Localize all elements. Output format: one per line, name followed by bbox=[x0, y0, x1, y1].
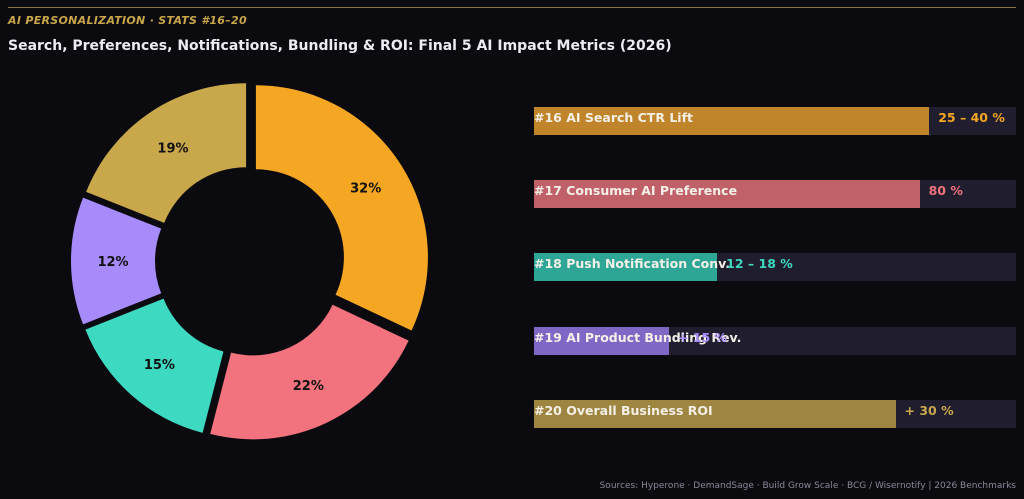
donut-slice bbox=[255, 85, 428, 331]
bar-fill bbox=[534, 326, 669, 355]
bar-label: #17 Consumer AI Preference bbox=[534, 183, 738, 199]
donut-chart: 32% 22% 15% 12% 19% bbox=[71, 83, 428, 440]
kicker-label: AI PERSONALIZATION · STATS #16–20 bbox=[8, 14, 247, 27]
bar-track: #20 Overall Business ROI + 30 % bbox=[534, 399, 1016, 428]
bar-value: 12 – 18 % bbox=[726, 256, 793, 272]
header-rule bbox=[8, 7, 1016, 8]
bar-fill bbox=[534, 180, 920, 209]
slice-label: 19% bbox=[157, 142, 188, 157]
bar-label: #16 AI Search CTR Lift bbox=[534, 110, 693, 125]
bar-track: #17 Consumer AI Preference 80 % bbox=[534, 180, 1016, 209]
bar-value: 25 – 40 % bbox=[938, 110, 1005, 125]
bar-value: + 15 % bbox=[677, 329, 728, 345]
slice-label: 12% bbox=[97, 255, 128, 270]
bar-value: + 30 % bbox=[904, 402, 954, 418]
slice-label: 15% bbox=[144, 358, 175, 373]
donut-slice bbox=[210, 304, 409, 440]
bar-fill bbox=[534, 399, 896, 428]
bar-value: 80 % bbox=[928, 183, 963, 199]
bar-fill bbox=[534, 253, 718, 282]
bar-track: #18 Push Notification Conv. 12 – 18 % bbox=[534, 253, 1016, 282]
donut-slice bbox=[86, 83, 247, 223]
bar-track: #16 AI Search CTR Lift 25 – 40 % bbox=[534, 107, 1016, 135]
sources-note: Sources: Hyperone · DemandSage · Build G… bbox=[599, 481, 1016, 491]
donut-slice bbox=[71, 197, 162, 325]
bar-label: #18 Push Notification Conv. bbox=[534, 256, 731, 272]
bar-fill bbox=[534, 107, 930, 135]
donut-slice bbox=[85, 298, 224, 433]
slice-label: 22% bbox=[293, 379, 324, 394]
chart-title: Search, Preferences, Notifications, Bund… bbox=[8, 38, 672, 54]
bar-label: #20 Overall Business ROI bbox=[534, 402, 713, 418]
bar-label: #19 AI Product Bundling Rev. bbox=[534, 329, 742, 345]
slice-label: 32% bbox=[350, 182, 381, 197]
bar-track: #19 AI Product Bundling Rev. + 15 % bbox=[534, 326, 1016, 355]
